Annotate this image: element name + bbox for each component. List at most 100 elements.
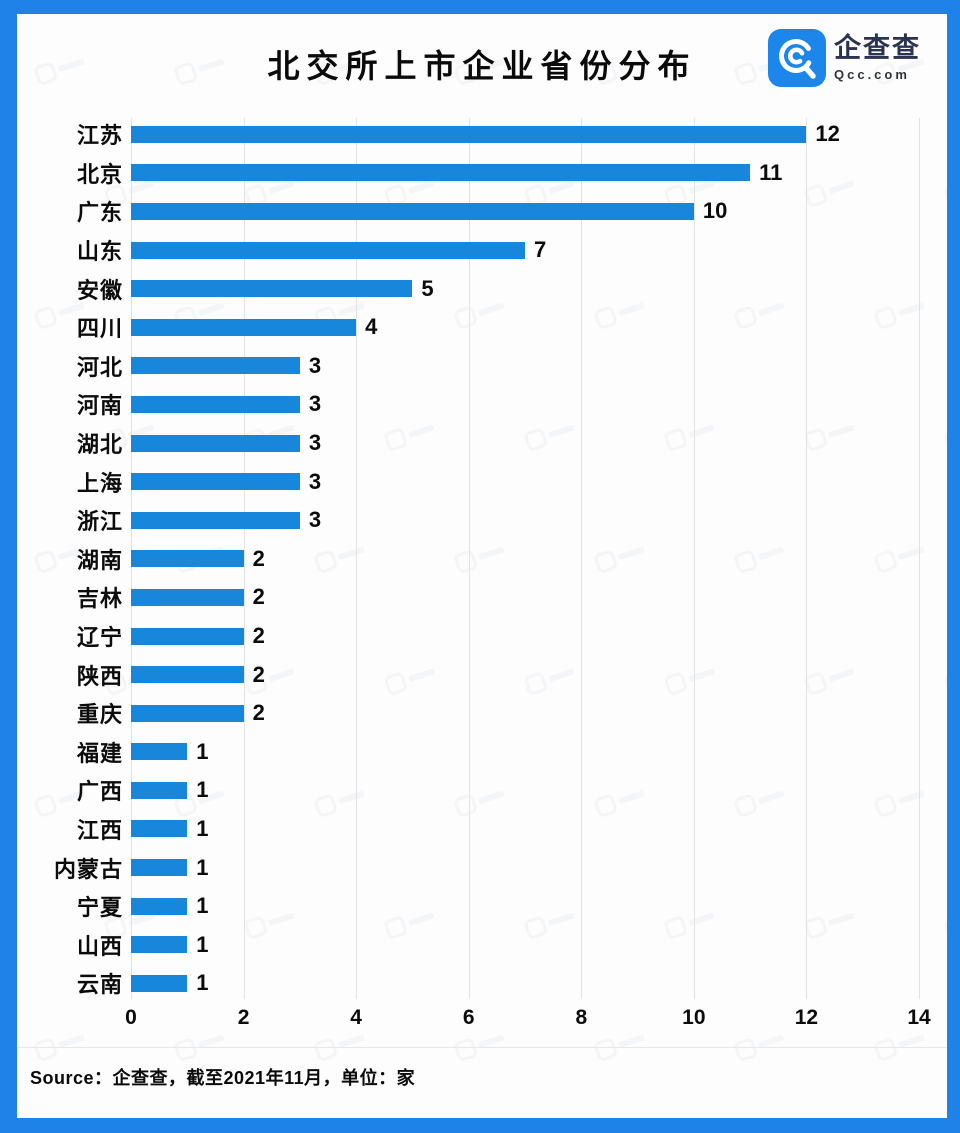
x-tick-label: 8 xyxy=(575,1006,588,1029)
bar xyxy=(131,936,188,954)
bar xyxy=(131,511,300,529)
chart-row: 山东 7 xyxy=(17,231,947,270)
value-label: 1 xyxy=(196,854,209,880)
chart-row: 四川 4 xyxy=(17,308,947,347)
category-label: 四川 xyxy=(76,316,123,342)
value-label: 2 xyxy=(252,623,265,649)
bar xyxy=(131,395,300,413)
value-label: 4 xyxy=(365,314,378,340)
source-note: Source：企查查，截至2021年11月，单位：家 xyxy=(30,1068,416,1088)
value-label: 3 xyxy=(308,391,322,417)
chart-row: 陕西 2 xyxy=(17,655,947,694)
category-label: 江苏 xyxy=(76,123,123,149)
chart-row: 广西 1 xyxy=(17,771,947,810)
category-label: 山东 xyxy=(76,239,123,265)
gridline xyxy=(581,118,583,999)
bar xyxy=(131,318,357,336)
bar xyxy=(131,434,300,452)
chart-card: 北交所上市企业省份分布 企查查 Qcc.com 江苏 12 北京 11 广东 10 山东 7 安… xyxy=(17,14,947,1118)
x-tick-label: 2 xyxy=(237,1006,250,1029)
bar xyxy=(131,241,525,259)
value-label: 2 xyxy=(252,545,265,571)
bar xyxy=(131,550,244,568)
bar xyxy=(131,781,188,799)
gridline xyxy=(806,118,808,999)
bar xyxy=(131,627,244,645)
bar xyxy=(131,280,413,298)
value-label: 1 xyxy=(196,931,209,957)
chart-row: 北京 11 xyxy=(17,154,947,193)
chart-row: 安徽 5 xyxy=(17,269,947,308)
x-tick-label: 12 xyxy=(794,1006,819,1029)
category-label: 陕西 xyxy=(76,663,123,689)
qcc-logo-text: 企查查 Qcc.com xyxy=(834,33,921,81)
chart-row: 吉林 2 xyxy=(17,578,947,617)
bar xyxy=(131,588,244,606)
category-label: 重庆 xyxy=(76,702,123,728)
value-label: 5 xyxy=(421,275,434,301)
value-label: 2 xyxy=(252,584,265,610)
value-label: 1 xyxy=(196,738,209,764)
chart-row: 上海 3 xyxy=(17,462,947,501)
chart-row: 福建 1 xyxy=(17,733,947,772)
chart-row: 辽宁 2 xyxy=(17,617,947,656)
x-tick-label: 14 xyxy=(907,1006,931,1029)
value-label: 3 xyxy=(308,430,322,456)
chart-row: 广东 10 xyxy=(17,192,947,231)
category-label: 湖北 xyxy=(76,432,123,458)
qcc-logo: 企查查 Qcc.com xyxy=(768,29,921,87)
chart-row: 江苏 12 xyxy=(17,115,947,154)
category-label: 湖南 xyxy=(76,547,123,573)
bar xyxy=(131,974,188,992)
bar xyxy=(131,743,188,761)
gridline xyxy=(243,118,245,999)
gridline xyxy=(468,118,470,999)
chart-row: 江西 1 xyxy=(17,810,947,849)
bar xyxy=(131,820,188,838)
category-label: 福建 xyxy=(76,740,123,766)
category-label: 北京 xyxy=(76,161,123,187)
value-label: 1 xyxy=(196,893,209,919)
x-tick-label: 4 xyxy=(350,1006,362,1029)
value-label: 11 xyxy=(759,159,783,185)
x-tick-label: 6 xyxy=(462,1006,475,1029)
chart-row: 浙江 3 xyxy=(17,501,947,540)
footer-divider xyxy=(17,1047,947,1048)
category-label: 河北 xyxy=(76,354,123,380)
bar xyxy=(131,897,188,915)
qcc-magnifier-icon xyxy=(768,29,826,87)
bar xyxy=(131,202,694,220)
category-label: 宁夏 xyxy=(76,895,123,921)
chart-row: 宁夏 1 xyxy=(17,887,947,926)
chart-row: 云南 1 xyxy=(17,964,947,1003)
chart-rows: 江苏 12 北京 11 广东 10 山东 7 安徽 5 四川 4 河北 3 河南 3 湖北 3 上海 3 浙江 3 湖南 2 吉… xyxy=(17,115,947,1003)
category-label: 安徽 xyxy=(76,277,123,303)
value-label: 3 xyxy=(308,507,322,533)
category-label: 广东 xyxy=(76,200,123,226)
qcc-brand-name: 企查查 xyxy=(834,33,921,64)
category-label: 河南 xyxy=(76,393,123,419)
value-label: 2 xyxy=(252,700,265,726)
category-label: 云南 xyxy=(76,972,123,998)
value-label: 1 xyxy=(196,970,209,996)
category-label: 上海 xyxy=(76,470,123,496)
category-label: 内蒙古 xyxy=(53,856,123,882)
bar xyxy=(131,666,244,684)
chart-row: 重庆 2 xyxy=(17,694,947,733)
value-label: 1 xyxy=(196,815,209,841)
category-label: 江西 xyxy=(76,817,123,843)
chart-row: 湖南 2 xyxy=(17,540,947,579)
bar xyxy=(131,704,244,722)
value-label: 1 xyxy=(196,777,209,803)
value-label: 12 xyxy=(815,121,840,147)
bar xyxy=(131,473,300,491)
category-label: 山西 xyxy=(76,933,123,959)
bar xyxy=(131,125,807,143)
category-label: 浙江 xyxy=(76,509,123,535)
chart-row: 河北 3 xyxy=(17,347,947,386)
bar xyxy=(131,357,300,375)
bar xyxy=(131,859,188,877)
value-label: 2 xyxy=(252,661,265,687)
category-label: 广西 xyxy=(76,779,123,805)
